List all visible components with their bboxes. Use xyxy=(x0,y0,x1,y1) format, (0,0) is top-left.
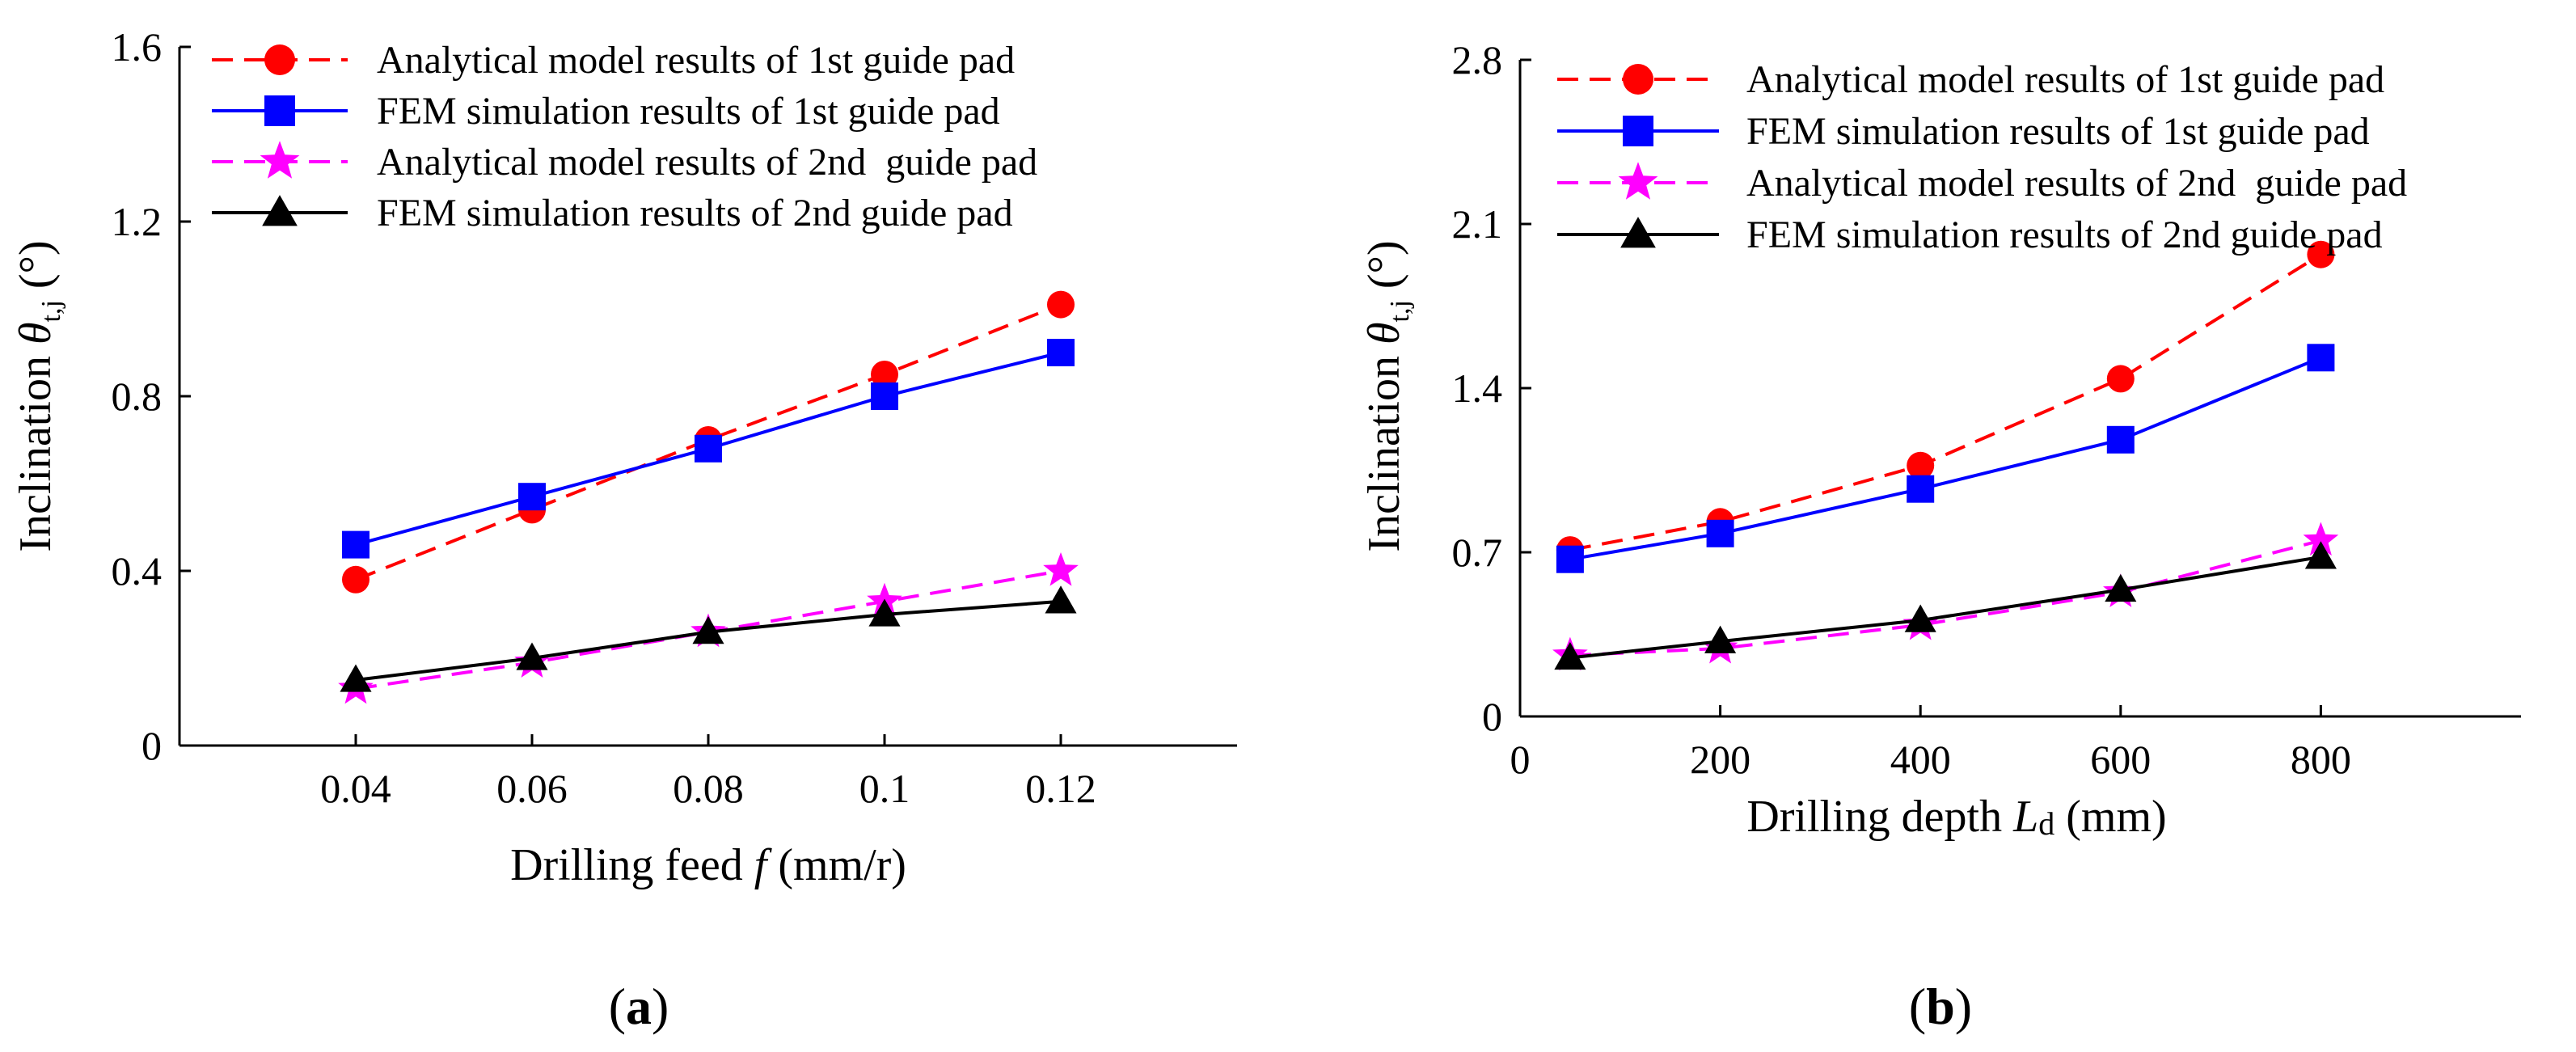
panel-b-series-3-line xyxy=(1569,539,2321,657)
panel-b-y-tick-label: 0 xyxy=(1482,694,1502,739)
panel-b-x-axis-label: Drilling depth Ld (mm) xyxy=(1746,792,2166,842)
panel-a-y-tick-label: 1.2 xyxy=(112,199,163,244)
panel-b-series-4-line xyxy=(1569,555,2321,660)
panel-b-series-2-point xyxy=(1706,519,1734,547)
panel-b-y-tick-label: 2.1 xyxy=(1452,201,1503,247)
panel-a-series-2-point xyxy=(342,530,370,559)
panel-b-series-4-point xyxy=(2105,573,2137,602)
panel-a-x-tick-label: 0.08 xyxy=(673,766,744,811)
panel-a-series-1-point xyxy=(342,565,370,594)
panel-a-series-1-point xyxy=(1047,290,1075,319)
panel-b-legend-label-3: Analytical model results of 2nd guide pa… xyxy=(1746,162,2407,205)
panel-a-series-3-point xyxy=(1043,552,1079,586)
panel-a-series-4-point xyxy=(516,642,548,670)
panel-b-legend-label-4: FEM simulation results of 2nd guide pad xyxy=(1746,213,2383,256)
panel-b-series-3-point xyxy=(2303,522,2339,556)
panel-b-y-ticks: 0 0.7 1.4 2.1 2.8 xyxy=(1452,37,1531,739)
panel-a-series-4-point xyxy=(1045,585,1077,614)
panel-a-series-4-point xyxy=(340,664,372,692)
panel-b-y-axis-label: Inclination θt,j (°) xyxy=(1359,240,1415,551)
panel-b-axes xyxy=(1518,60,2521,718)
panel-a-series-4-point xyxy=(692,616,724,644)
panel-b-x-ticks: 0 200 400 600 800 xyxy=(1510,705,2351,782)
panel-a-legend-marker-2 xyxy=(264,95,295,126)
panel-a-x-tick-label: 0.1 xyxy=(859,766,910,811)
panel-b-series-2-point xyxy=(1907,475,1935,503)
panel-b-legend-marker-3 xyxy=(1618,162,1658,200)
panel-a-y-tick-label: 0 xyxy=(141,723,162,768)
panel-a-y-tick-label: 1.6 xyxy=(112,24,163,70)
panel-a-legend-marker-3 xyxy=(260,141,300,179)
panel-b-legend-label-1: Analytical model results of 1st guide pa… xyxy=(1746,58,2384,101)
panel-a-series-2-point xyxy=(871,382,898,410)
panel-a-x-tick-label: 0.12 xyxy=(1025,766,1096,811)
panel-b-series-1-point xyxy=(1907,451,1935,480)
panel-b-legend-label-2: FEM simulation results of 1st guide pad xyxy=(1746,110,2370,153)
panel-a-legend-label-1: Analytical model results of 1st guide pa… xyxy=(377,39,1015,82)
panel-b-series-1-point xyxy=(2106,365,2135,393)
panel-b-series-4-point xyxy=(1554,641,1586,670)
panel-a-series-4-point xyxy=(868,598,901,627)
panel-a-legend-marker-4 xyxy=(262,195,298,226)
panel-a-series-1-point xyxy=(871,361,898,388)
panel-a-y-tick-label: 0.4 xyxy=(112,548,163,594)
panel-b-series-2-point xyxy=(1556,545,1584,573)
panel-a-legend-label-4: FEM simulation results of 2nd guide pad xyxy=(377,192,1013,234)
panel-b-x-tick-label: 400 xyxy=(1890,737,1951,782)
panel-a-legend: Analytical model results of 1st guide pa… xyxy=(212,39,1037,234)
panel-b-y-tick-label: 0.7 xyxy=(1452,530,1503,575)
panel-b-series-4-point xyxy=(2304,541,2337,569)
panel-b-chart: 0 0.7 1.4 2.1 2.8 0 200 400 600 800 Inclination … xyxy=(1359,37,2521,1035)
panel-b-x-tick-label: 600 xyxy=(2090,737,2151,782)
panel-b-series-4-point xyxy=(1704,625,1737,653)
panel-b-legend-marker-4 xyxy=(1620,217,1656,248)
panel-a-x-tick-label: 0.06 xyxy=(496,766,568,811)
panel-a-x-tick-label: 0.04 xyxy=(320,766,391,811)
panel-b-legend-marker-1 xyxy=(1623,64,1653,95)
panel-b-series-4-point xyxy=(1904,604,1936,632)
panel-b-x-tick-label: 0 xyxy=(1510,737,1531,782)
panel-b-legend: Analytical model results of 1st guide pa… xyxy=(1557,58,2407,256)
panel-b-legend-marker-2 xyxy=(1623,116,1653,146)
panel-a-caption: (a) xyxy=(609,978,669,1035)
panel-a-series-2-point xyxy=(695,434,722,463)
panel-a-series-2-point xyxy=(518,483,546,511)
panel-b-series xyxy=(1552,240,2339,671)
panel-a-series-2-point xyxy=(1047,339,1075,366)
panel-b-y-tick-label: 2.8 xyxy=(1452,37,1503,82)
panel-a-series xyxy=(338,290,1079,704)
panel-a-x-axis-label: Drilling feed f (mm/r) xyxy=(510,840,906,890)
panel-a-series-1-line xyxy=(355,302,1062,581)
panel-b-x-tick-label: 200 xyxy=(1690,737,1750,782)
panel-b-y-tick-label: 1.4 xyxy=(1452,365,1503,411)
panel-b-series-2-point xyxy=(2307,344,2335,372)
panel-a-y-ticks: 0 0.4 0.8 1.2 1.6 xyxy=(112,24,191,768)
panel-a-legend-label-3: Analytical model results of 2nd guide pa… xyxy=(377,141,1037,184)
panel-b-caption: (b) xyxy=(1909,978,1972,1035)
panel-b-x-tick-label: 800 xyxy=(2291,737,2351,782)
panel-a-legend-label-2: FEM simulation results of 1st guide pad xyxy=(377,90,1000,133)
panel-a-y-axis-label: Inclination θt,j (°) xyxy=(11,240,66,551)
panel-a-legend-marker-1 xyxy=(264,44,295,75)
panel-a-x-ticks: 0.04 0.06 0.08 0.1 0.12 xyxy=(320,734,1096,811)
panel-a-y-tick-label: 0.8 xyxy=(112,374,163,419)
panel-b-series-2-point xyxy=(2106,425,2135,454)
panel-b-series-1-point xyxy=(2307,240,2335,268)
panel-a-chart: 0 0.4 0.8 1.2 1.6 0.04 0.06 0.08 0.1 0.12 Inclin… xyxy=(11,24,1237,1035)
